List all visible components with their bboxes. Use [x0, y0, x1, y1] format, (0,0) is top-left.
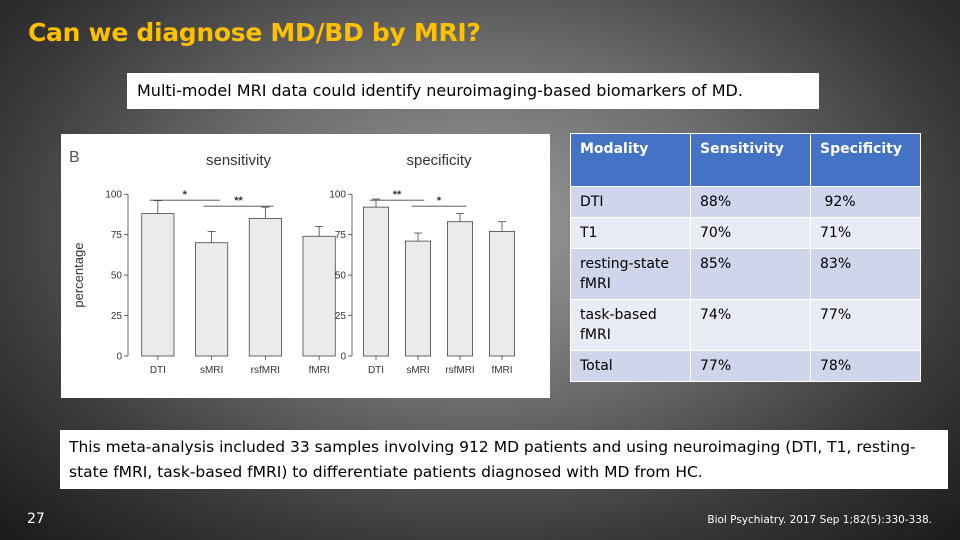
bar: [248, 218, 282, 357]
slide-number: 27: [27, 511, 45, 527]
table-cell: 78%: [810, 350, 921, 382]
table-cell: 88%: [690, 186, 811, 218]
table-row: Total 77% 78%: [570, 350, 921, 382]
table-cell: 85%: [690, 248, 811, 300]
significance-marker: *: [437, 195, 442, 207]
bar: [195, 242, 229, 357]
bar: [141, 213, 175, 357]
y-tick-label: 75: [335, 230, 347, 241]
table-row: DTI 88% 92%: [570, 186, 921, 218]
y-tick-label: 0: [340, 352, 346, 363]
y-tick-label: 50: [335, 271, 347, 282]
x-tick-label: fMRI: [309, 365, 330, 376]
table-cell: resting-state fMRI: [570, 248, 691, 300]
slide-title: Can we diagnose MD/BD by MRI?: [28, 18, 481, 47]
significance-marker: *: [183, 189, 188, 201]
table-cell: 74%: [690, 299, 811, 351]
chart-title: specificity: [406, 152, 472, 169]
x-tick-label: sMRI: [406, 365, 429, 376]
y-axis-label: percentage: [71, 243, 86, 308]
table-header-row: Modality Sensitivity Specificity: [570, 133, 921, 187]
y-tick-label: 100: [105, 190, 122, 201]
chart-title: sensitivity: [206, 152, 272, 169]
table-cell: 77%: [810, 299, 921, 351]
summary-note: This meta-analysis included 33 samples i…: [60, 430, 948, 489]
table-row: resting-state fMRI 85% 83%: [570, 248, 921, 300]
significance-marker: **: [234, 195, 243, 207]
table-header-cell: Specificity: [810, 133, 921, 187]
table-cell: 70%: [690, 217, 811, 249]
significance-marker: **: [393, 189, 402, 201]
x-tick-label: rsfMRI: [445, 365, 474, 376]
table-cell: 71%: [810, 217, 921, 249]
y-tick-label: 50: [111, 271, 123, 282]
table-row: task-based fMRI 74% 77%: [570, 299, 921, 351]
y-tick-label: 100: [329, 190, 346, 201]
table-row: T1 70% 71%: [570, 217, 921, 249]
panel-label: B: [69, 149, 80, 166]
table-cell: Total: [570, 350, 691, 382]
bar: [488, 231, 515, 357]
y-tick-label: 25: [335, 311, 347, 322]
subtitle-box: Multi-model MRI data could identify neur…: [127, 73, 819, 109]
table-cell: T1: [570, 217, 691, 249]
x-tick-label: rsfMRI: [251, 365, 280, 376]
x-tick-label: fMRI: [491, 365, 512, 376]
table-cell: 83%: [810, 248, 921, 300]
x-tick-label: DTI: [368, 365, 384, 376]
x-tick-label: sMRI: [200, 365, 223, 376]
table-cell: DTI: [570, 186, 691, 218]
table-header-cell: Sensitivity: [690, 133, 811, 187]
table-header-cell: Modality: [570, 133, 691, 187]
modality-table: Modality Sensitivity Specificity DTI 88%…: [570, 133, 921, 382]
bar: [404, 240, 431, 357]
y-tick-label: 75: [111, 230, 123, 241]
bar: [362, 206, 389, 357]
table-cell: 77%: [690, 350, 811, 382]
table-cell: task-based fMRI: [570, 299, 691, 351]
table-cell: 92%: [810, 186, 921, 218]
bar: [446, 221, 473, 357]
x-tick-label: DTI: [150, 365, 166, 376]
citation: Biol Psychiatry. 2017 Sep 1;82(5):330-33…: [707, 514, 932, 526]
y-tick-label: 0: [116, 352, 122, 363]
bar: [302, 235, 336, 357]
y-tick-label: 25: [111, 311, 123, 322]
